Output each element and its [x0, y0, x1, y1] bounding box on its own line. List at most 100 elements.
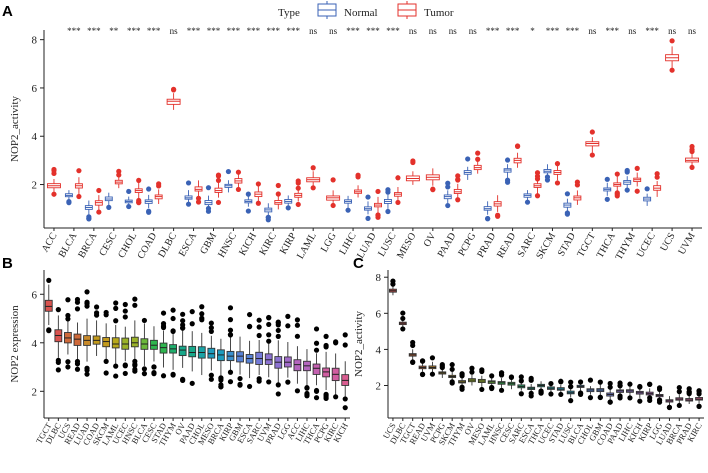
outlier-point	[313, 388, 320, 394]
box-iqr	[312, 363, 321, 375]
panel-a-chart: 2468NOP2_activityACCBLCABRCACESCCHOLCOAD…	[9, 26, 702, 262]
x-tick-label: KIRC	[257, 231, 279, 257]
outlier-point	[65, 364, 71, 370]
outlier-point	[65, 297, 71, 303]
b-ov-box	[178, 311, 187, 384]
outlier-point	[266, 379, 272, 385]
y-tick-label: 4	[32, 338, 38, 350]
b-tgct-box	[44, 277, 53, 334]
outlier-point	[199, 304, 205, 310]
outlier-point	[170, 315, 176, 322]
outlier-point	[554, 161, 561, 167]
c-thca-box	[537, 381, 545, 396]
outlier-point	[449, 380, 455, 386]
c-luad-box	[665, 396, 674, 411]
x-tick-label: BRCA	[76, 230, 100, 260]
outlier-point	[669, 67, 675, 73]
outlier-point	[245, 208, 251, 214]
outlier-point	[400, 326, 406, 332]
significance-label: ***	[346, 26, 360, 36]
outlier-point	[489, 385, 495, 391]
outlier-point	[285, 313, 291, 319]
significance-label: ***	[386, 26, 400, 36]
b-esca-box	[245, 311, 254, 390]
b-skcm-box	[102, 309, 111, 376]
outlier-point	[558, 379, 564, 385]
outlier-point	[430, 186, 436, 192]
outlier-point	[180, 325, 186, 331]
legend-key-normal	[317, 1, 337, 19]
normal-thca-box	[603, 176, 612, 202]
outlier-point	[614, 190, 620, 196]
outlier-point	[74, 306, 81, 312]
b-dlbc-box	[54, 307, 63, 373]
c-dlbc-box	[398, 310, 407, 332]
outlier-point	[146, 209, 152, 215]
outlier-point	[136, 199, 142, 205]
outlier-point	[205, 205, 212, 212]
outlier-point	[132, 361, 138, 367]
panel-label-a: A	[2, 3, 13, 20]
tumor-gbm-box	[214, 172, 223, 206]
normal-skcm-box	[543, 164, 552, 183]
outlier-point	[103, 370, 109, 376]
outlier-point	[310, 185, 316, 191]
outlier-point	[65, 359, 71, 365]
outlier-point	[126, 188, 132, 195]
outlier-point	[634, 165, 640, 171]
panel-label-c: C	[353, 255, 364, 272]
outlier-point	[84, 289, 90, 295]
outlier-point	[313, 347, 320, 353]
outlier-point	[333, 339, 339, 345]
significance-label: ***	[87, 26, 101, 36]
outlier-point	[156, 181, 162, 187]
outlier-point	[313, 326, 320, 332]
outlier-point	[696, 403, 702, 409]
legend-label-normal: Normal	[344, 7, 378, 19]
outlier-point	[66, 199, 72, 205]
significance-label: ns	[429, 26, 438, 36]
outlier-point	[676, 402, 682, 409]
x-tick-label: KICH	[237, 231, 259, 258]
outlier-point	[644, 186, 650, 192]
significance-label: ns	[449, 26, 458, 36]
significance-label: ns	[170, 26, 179, 36]
outlier-point	[227, 332, 234, 338]
outlier-point	[577, 379, 584, 385]
outlier-point	[227, 317, 234, 323]
outlier-point	[255, 181, 261, 187]
outlier-point	[568, 379, 574, 385]
outlier-point	[597, 379, 603, 385]
significance-label: ***	[267, 26, 281, 36]
outlier-point	[656, 397, 663, 403]
tumor-hnsc-box	[234, 169, 243, 193]
outlier-point	[385, 189, 391, 195]
tumor-uvm-box	[685, 143, 699, 171]
box-iqr	[293, 359, 302, 372]
outlier-point	[132, 296, 138, 302]
box-iqr	[236, 351, 244, 363]
outlier-point	[395, 175, 401, 181]
c-hnsc-box	[497, 370, 506, 393]
c-tgct-box	[408, 339, 417, 366]
outlier-point	[185, 201, 192, 207]
outlier-point	[469, 369, 475, 375]
outlier-point	[245, 191, 251, 197]
significance-label: ***	[566, 26, 580, 36]
outlier-point	[504, 157, 511, 163]
x-tick-label: THYM	[614, 231, 638, 262]
c-meso-box	[477, 367, 486, 393]
outlier-point	[475, 150, 481, 156]
significance-label: ns	[409, 26, 418, 36]
x-tick-label: DLBC	[156, 231, 179, 260]
outlier-point	[323, 391, 329, 397]
c-sarc-box	[517, 374, 526, 397]
outlier-point	[479, 368, 485, 375]
outlier-point	[122, 301, 128, 308]
b-kich-box	[341, 332, 350, 411]
outlier-point	[330, 202, 336, 209]
outlier-point	[365, 215, 371, 222]
outlier-point	[180, 377, 186, 384]
outlier-point	[218, 384, 224, 390]
